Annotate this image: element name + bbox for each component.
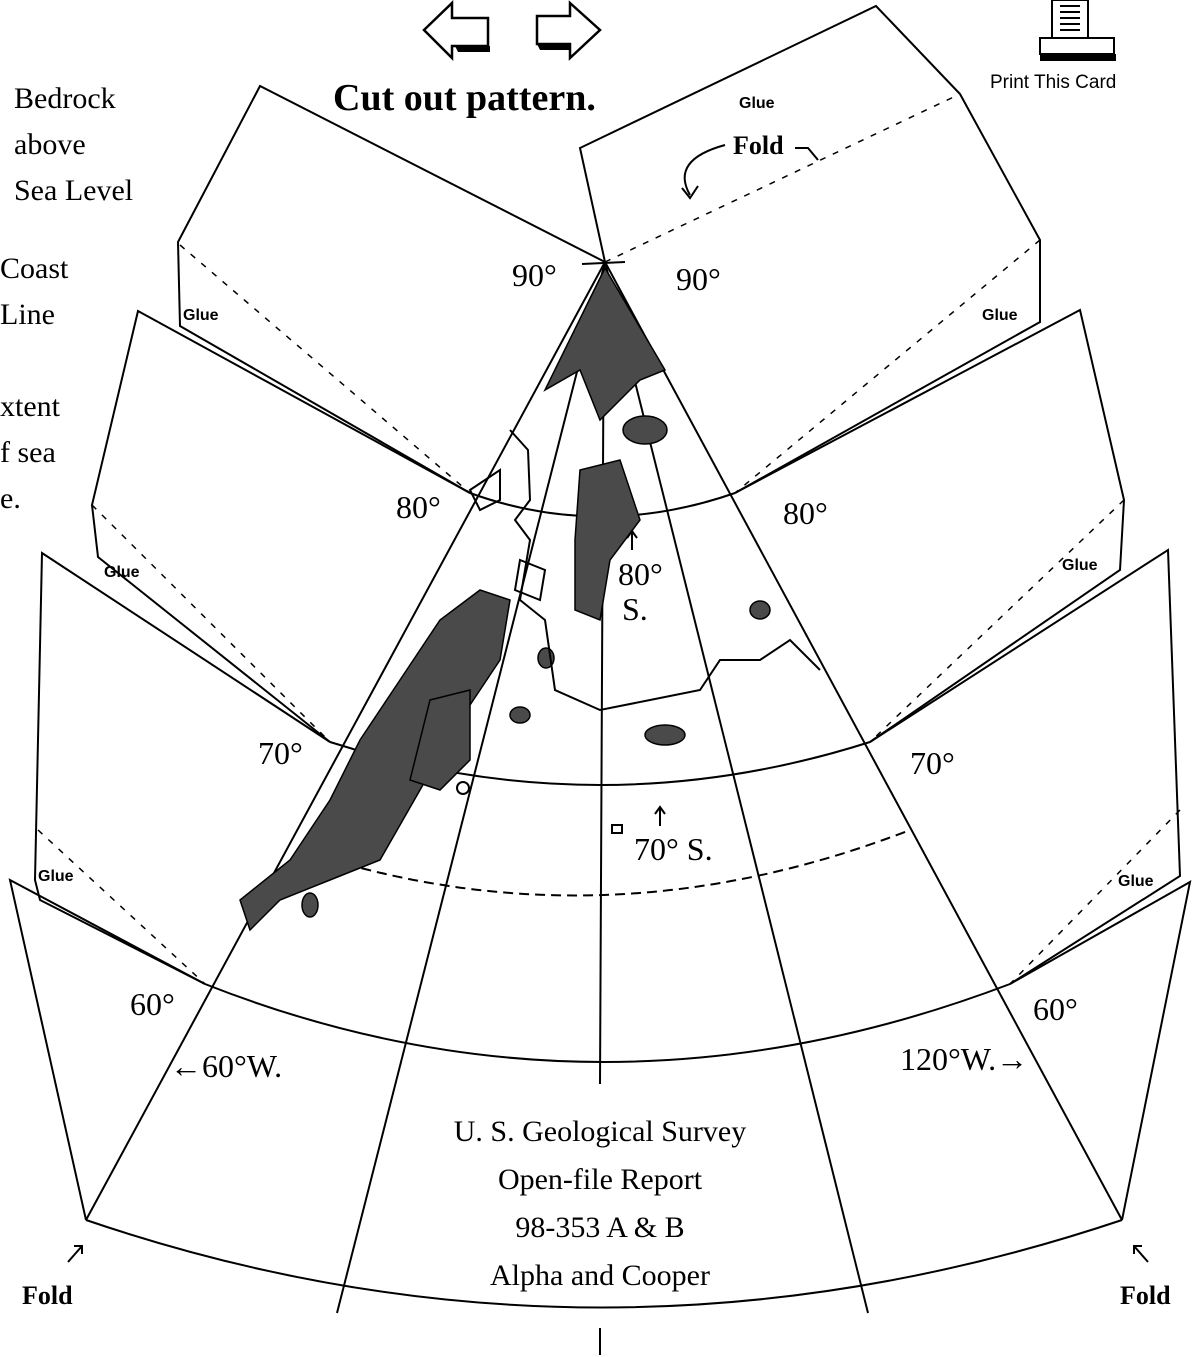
lat-80s-degree: 80°: [618, 556, 663, 592]
lat-70s-label: 70° S.: [634, 831, 713, 867]
glue-label-left-2: Glue: [104, 564, 140, 581]
small-island-circle: [456, 781, 470, 795]
lat-60-left: 60°: [130, 986, 175, 1022]
legend-coast: Coast Line: [0, 246, 68, 338]
bedrock-island-6: [301, 892, 319, 918]
fold-pointer-top: [795, 147, 819, 161]
lat-90-right: 90°: [676, 261, 721, 297]
lat-90-left: 90°: [512, 257, 557, 293]
lon-60w-label: ←60°W.: [170, 1048, 282, 1084]
fold-line-l3: [37, 829, 206, 985]
print-card-button[interactable]: Print This Card: [990, 72, 1117, 93]
bedrock-peninsula: [239, 589, 511, 932]
lat-80-right: 80°: [783, 495, 828, 531]
bedrock-spur: [409, 689, 471, 791]
parallel-60: [204, 983, 1011, 1063]
glue-label-top: Glue: [739, 95, 775, 112]
fold-line-r2: [869, 499, 1125, 743]
fold-line-l2: [91, 504, 331, 743]
fold-pointer-left: [67, 1245, 83, 1263]
small-island-square: [611, 824, 623, 834]
left-gore-edge: [85, 261, 606, 1221]
credit-line-2: Open-file Report: [497, 1163, 703, 1196]
right-arrow-icon[interactable]: [535, 0, 602, 61]
lat-70-left: 70°: [258, 735, 303, 771]
lon-120w-label: 120°W.→: [900, 1041, 1028, 1077]
fold-label-right: Fold: [1120, 1281, 1171, 1310]
fold-pointer-right: [1133, 1245, 1149, 1263]
left-flap-4: [8, 878, 206, 1221]
parallel-65-dashed: [299, 829, 911, 897]
fold-line-r3: [1009, 809, 1181, 985]
coastline-inlet: [513, 558, 547, 602]
coastline-bay: [468, 468, 501, 512]
page-title: Cut out pattern.: [333, 77, 596, 119]
fold-line-l1: [179, 244, 471, 494]
bedrock-island-2: [644, 724, 686, 746]
survey-credit: U. S. Geological Survey Open-file Report…: [400, 1108, 800, 1300]
coast-lines: [456, 429, 821, 834]
legend-bedrock-line-1: Bedrock: [14, 82, 116, 115]
legend-extent-line-1: xtent: [0, 390, 60, 423]
legend-extent-line-3: e.: [0, 482, 21, 515]
glue-label-left-1: Glue: [183, 307, 219, 324]
lat-70-right: 70°: [910, 745, 955, 781]
bedrock-pole-wedge: [543, 266, 667, 422]
bottom-band-edge: [85, 1219, 1123, 1309]
lat-60-right: 60°: [1033, 991, 1078, 1027]
bedrock-island-5: [509, 706, 531, 724]
arrow-70s: [654, 805, 666, 826]
fold-line-r1: [734, 239, 1041, 494]
glue-label-right-2: Glue: [1062, 557, 1098, 574]
credit-line-1: U. S. Geological Survey: [453, 1115, 747, 1148]
bedrock-ridge: [574, 459, 641, 622]
printer-icon[interactable]: [1039, 0, 1116, 61]
legend-bedrock-line-3: Sea Level: [14, 174, 134, 207]
fold-arrow-head: [681, 185, 699, 200]
right-gore-edge: [604, 261, 1123, 1221]
legend-bedrock: Bedrock above Sea Level: [14, 76, 133, 214]
legend-extent-line-2: f sea: [0, 436, 56, 469]
fold-label-top: Fold: [733, 131, 784, 160]
right-flap-4: [1009, 880, 1192, 1221]
right-flap-3: [869, 548, 1182, 985]
bedrock-island-3: [749, 600, 771, 620]
lat-80-left: 80°: [396, 489, 441, 525]
glue-label-right-3: Glue: [1118, 873, 1154, 890]
fold-curved-arrow: [683, 144, 726, 196]
legend-coast-line-2: Line: [0, 298, 55, 331]
bedrock-areas: [239, 266, 771, 932]
gore-edge-left: [336, 261, 606, 1314]
lat-80s-south: S.: [622, 591, 648, 627]
arrow-80s: [626, 529, 638, 550]
left-flap-top: [176, 84, 606, 494]
credit-line-3: 98-353 A & B: [515, 1211, 685, 1244]
fold-line-top-right: [604, 93, 961, 263]
legend-bedrock-line-2: above: [14, 128, 86, 161]
glue-label-left-3: Glue: [38, 868, 74, 885]
left-arrow-icon[interactable]: [422, 0, 490, 62]
coastline-main: [509, 429, 821, 712]
legend-coast-line-1: Coast: [0, 252, 69, 285]
bedrock-island-1: [622, 415, 668, 445]
fold-label-left: Fold: [22, 1281, 73, 1310]
legend-extent: xtent f sea e.: [0, 384, 60, 522]
glue-label-right-1: Glue: [982, 307, 1018, 324]
left-flap-3: [33, 551, 331, 985]
credit-line-4: Alpha and Cooper: [490, 1259, 710, 1292]
